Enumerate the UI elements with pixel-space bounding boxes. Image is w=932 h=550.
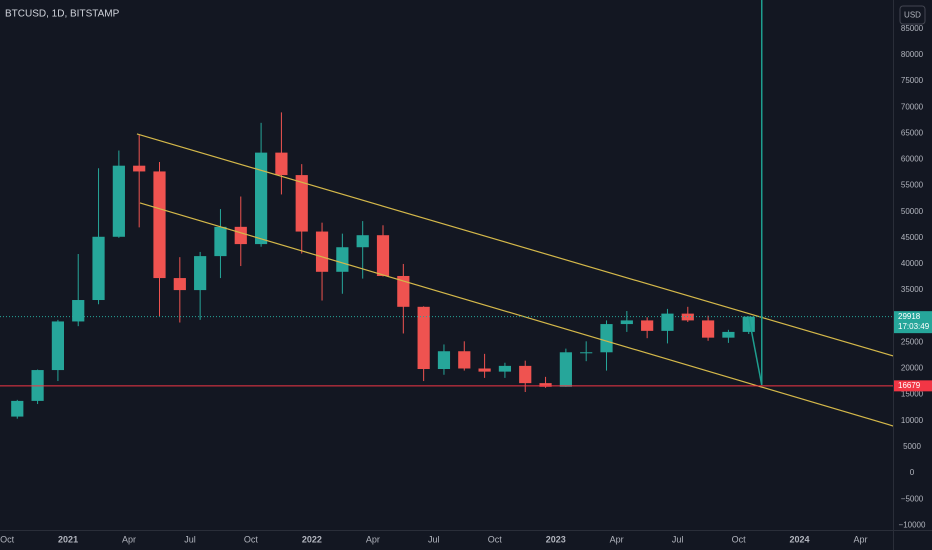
candle-body (336, 247, 349, 272)
x-tick-label: Apr (366, 534, 380, 544)
candle-body (417, 306, 430, 370)
y-tick-label: 5000 (903, 442, 921, 451)
candle-body (92, 236, 105, 301)
y-tick-label: 25000 (901, 337, 924, 346)
candle-body (173, 278, 186, 291)
x-tick-label: Jul (428, 534, 440, 544)
candle-body (153, 171, 166, 279)
y-tick-label: 45000 (901, 233, 924, 242)
candle-body (498, 365, 512, 372)
candle-body (661, 313, 674, 331)
y-tick-label: 10000 (901, 416, 924, 425)
x-tick-label: Jul (672, 534, 684, 544)
price-tag (894, 311, 932, 334)
candle-body (112, 165, 125, 237)
y-tick-label: 15000 (901, 390, 924, 399)
candle-body (559, 352, 572, 387)
candle-body (437, 351, 451, 370)
y-tick-label: 85000 (901, 24, 924, 33)
x-tick-label: 2024 (790, 534, 810, 544)
candle-body (356, 235, 369, 248)
trend-line (139, 202, 893, 427)
y-tick-label: 55000 (901, 181, 924, 190)
candle-body (702, 320, 715, 338)
symbol-title: BTCUSD, 1D, BITSTAMP (5, 9, 120, 20)
x-tick-label: Oct (488, 534, 503, 544)
y-tick-label: −5000 (901, 494, 924, 503)
currency-button[interactable] (899, 5, 926, 25)
x-tick-label: 2023 (546, 534, 566, 544)
y-tick-label: −10000 (899, 520, 926, 529)
price-tag-value: 16679 (898, 381, 921, 390)
currency-label[interactable]: USD (904, 11, 921, 20)
candle-body (51, 321, 65, 371)
y-tick-label: 35000 (901, 285, 924, 294)
x-tick-label: Oct (732, 534, 747, 544)
candle-body (295, 175, 308, 232)
x-tick-label: Apr (610, 534, 624, 544)
x-tick-label: 2022 (302, 534, 322, 544)
y-tick-label: 65000 (901, 128, 924, 137)
candle-body (315, 231, 329, 272)
price-tag (894, 380, 932, 392)
candle-body (478, 368, 491, 372)
x-tick-label: Apr (853, 534, 867, 544)
price-tag-value: 29918 (898, 312, 921, 321)
candle-body (580, 352, 593, 354)
candle-body (275, 152, 288, 176)
candle-body (519, 365, 532, 384)
candle-body (397, 275, 410, 307)
y-tick-label: 60000 (901, 155, 924, 164)
price-tag-time: 17:03:49 (898, 322, 930, 331)
candle-body (194, 256, 207, 291)
plot-area (0, 0, 893, 427)
candle-body (254, 152, 268, 245)
candle-body (458, 351, 471, 369)
candle-body (376, 235, 390, 276)
y-tick-label: 40000 (901, 259, 924, 268)
candle-body (72, 300, 85, 322)
y-tick-label: 0 (910, 468, 915, 477)
trend-line (136, 133, 893, 357)
x-tick-label: Jul (184, 534, 196, 544)
candle-body (620, 320, 633, 325)
candle-body (539, 383, 552, 387)
candle-body (214, 226, 227, 257)
x-tick-label: Oct (0, 534, 15, 544)
candle-body (11, 400, 24, 417)
x-tick-label: Oct (244, 534, 259, 544)
y-tick-label: 20000 (901, 364, 924, 373)
projection-line (748, 0, 763, 386)
candle-body (641, 320, 654, 331)
candle-body (722, 331, 735, 338)
x-tick-label: 2021 (58, 534, 78, 544)
candle-body (742, 316, 755, 332)
y-tick-label: 70000 (901, 102, 924, 111)
candle-body (600, 324, 613, 353)
y-tick-label: 50000 (901, 207, 924, 216)
x-tick-label: Apr (122, 534, 136, 544)
y-tick-label: 75000 (901, 76, 924, 85)
candle-body (234, 226, 247, 245)
y-tick-label: 80000 (901, 50, 924, 59)
candle-body (133, 165, 146, 172)
